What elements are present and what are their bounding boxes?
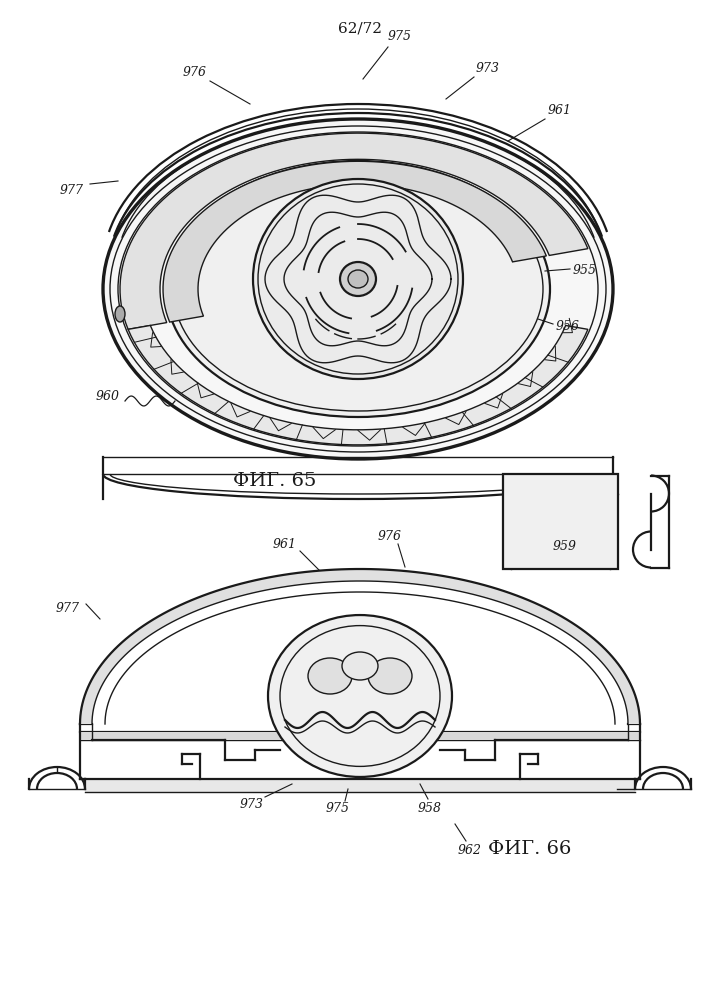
Ellipse shape (115, 306, 125, 322)
Text: 955: 955 (573, 265, 597, 278)
Text: 959: 959 (553, 540, 577, 553)
Ellipse shape (308, 658, 352, 694)
Text: ФИГ. 65: ФИГ. 65 (233, 472, 317, 490)
Text: 976: 976 (378, 530, 402, 543)
Polygon shape (120, 133, 588, 330)
Text: 961: 961 (548, 105, 572, 118)
Text: 973: 973 (476, 63, 500, 76)
Ellipse shape (166, 161, 550, 417)
Text: 956: 956 (556, 321, 580, 334)
Text: 975: 975 (326, 802, 350, 815)
Ellipse shape (253, 179, 463, 379)
Text: 961: 961 (273, 537, 297, 550)
Polygon shape (85, 779, 635, 792)
Polygon shape (503, 474, 618, 569)
Text: ФИГ. 66: ФИГ. 66 (488, 840, 572, 858)
Text: 960: 960 (96, 391, 120, 404)
Text: 975: 975 (388, 31, 412, 44)
Polygon shape (128, 326, 588, 445)
Ellipse shape (342, 652, 378, 680)
Polygon shape (80, 732, 640, 740)
Ellipse shape (348, 270, 368, 288)
Text: 958: 958 (418, 802, 442, 815)
Text: 962: 962 (458, 844, 482, 857)
Polygon shape (80, 569, 640, 724)
Text: 977: 977 (56, 602, 80, 615)
Text: 977: 977 (60, 185, 84, 198)
Text: 976: 976 (183, 67, 207, 80)
Ellipse shape (340, 262, 376, 296)
Ellipse shape (368, 658, 412, 694)
Text: 973: 973 (240, 797, 264, 810)
Polygon shape (163, 161, 546, 322)
Ellipse shape (268, 615, 452, 777)
Text: 62/72: 62/72 (338, 22, 382, 36)
Ellipse shape (103, 119, 613, 459)
